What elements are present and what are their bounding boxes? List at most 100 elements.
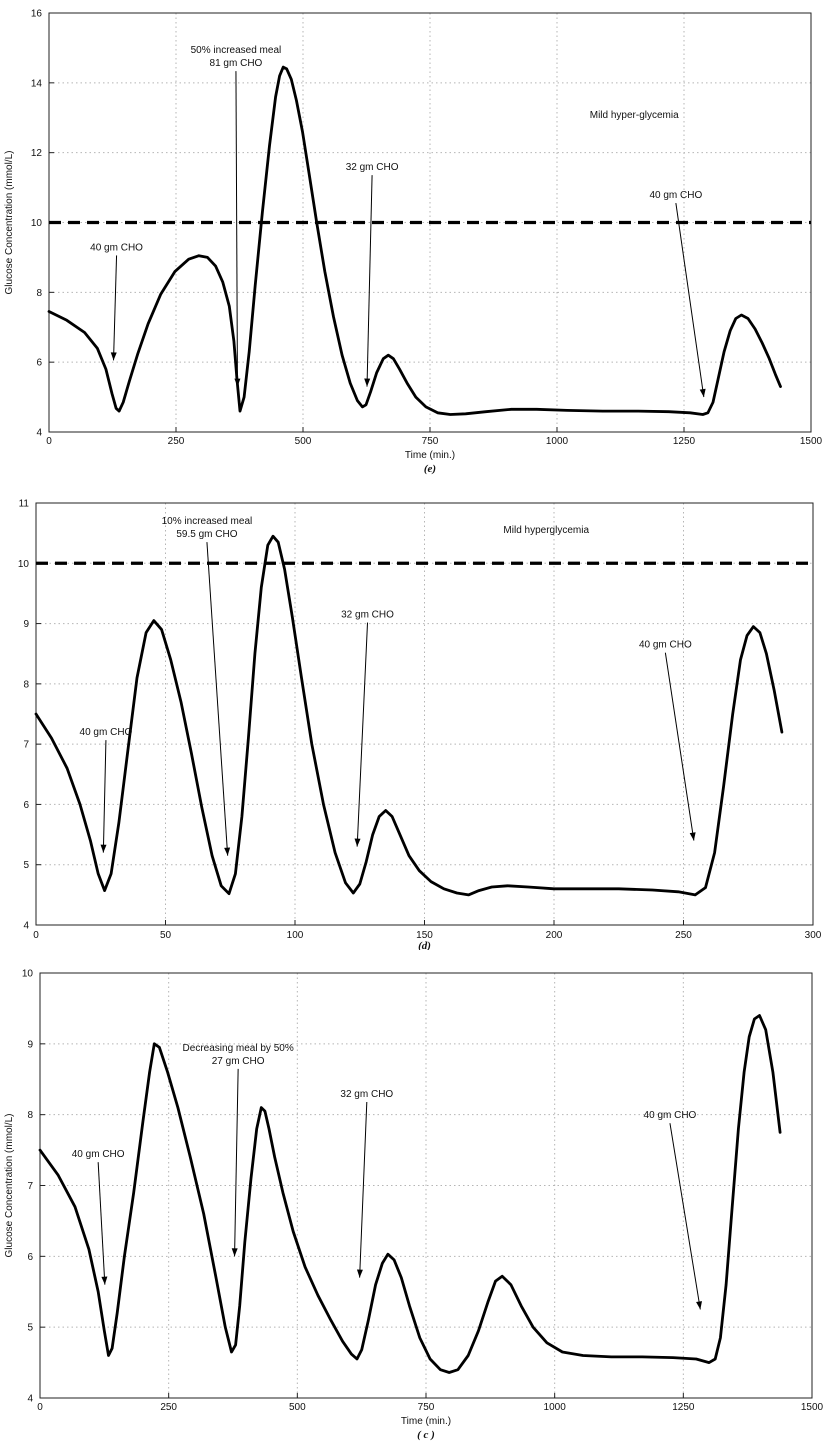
x-tick-label: 250 [160, 1402, 177, 1413]
y-tick-label: 6 [23, 800, 29, 811]
annotation-arrowhead [354, 838, 361, 847]
y-tick-label: 4 [36, 428, 42, 439]
annotation-arrow [664, 652, 695, 841]
y-tick-label: 9 [27, 1039, 33, 1050]
annotation-text: 40 gm CHO [72, 1149, 125, 1160]
annotation-arrow [102, 740, 107, 853]
annotation-text: 32 gm CHO [346, 162, 399, 173]
y-tick-label: 10 [31, 218, 43, 229]
x-tick-label: 1500 [801, 1402, 824, 1413]
x-tick-label: 750 [418, 1402, 435, 1413]
glucose-curve [38, 1014, 782, 1374]
annotation-text: 81 gm CHO [210, 58, 263, 69]
annotation-arrowhead [699, 388, 706, 398]
annotation-text: 10% increased meal [162, 516, 253, 527]
y-tick-label: 6 [27, 1252, 33, 1263]
x-axis-label: Time (min.) [401, 1416, 451, 1427]
glucose-curve [47, 65, 782, 416]
y-tick-label: 7 [23, 740, 29, 751]
subfigure-caption: (d) [418, 940, 431, 950]
annotation-arrowhead [101, 1276, 108, 1285]
annotation-text: Mild hyperglycemia [503, 525, 589, 536]
y-tick-label: 8 [27, 1110, 33, 1121]
x-tick-label: 0 [37, 1402, 43, 1413]
x-axis-label: Time (min.) [405, 450, 455, 461]
x-tick-label: 0 [33, 930, 39, 941]
x-tick-label: 150 [416, 930, 433, 941]
y-tick-label: 5 [27, 1323, 33, 1334]
annotation-arrowhead [234, 378, 241, 387]
annotation-arrow [97, 1162, 106, 1285]
y-tick-label: 11 [19, 499, 30, 510]
y-tick-label: 14 [31, 78, 43, 89]
annotation-arrowhead [356, 1269, 363, 1278]
glucose-chart-middle: 0 50 100 150 200 250 300 4 5 6 7 8 9 10 11 (d) 40 gm CHO… [0, 475, 836, 951]
annotation-arrowhead [100, 844, 107, 853]
annotation-arrowhead [231, 1248, 238, 1257]
x-tick-label: 1000 [544, 1402, 567, 1413]
y-tick-label: 12 [31, 148, 43, 159]
y-tick-label: 7 [27, 1181, 33, 1192]
annotation-arrowhead [364, 378, 371, 387]
annotation-text: 40 gm CHO [90, 242, 143, 253]
subfigure-caption: ( c ) [417, 1429, 435, 1441]
annotation-arrowhead [689, 832, 696, 841]
annotation-text: 40 gm CHO [80, 727, 133, 738]
annotation-arrow [234, 1068, 239, 1257]
y-axis-label: Glucose Concentration (mmol/L) [4, 1114, 15, 1258]
annotation-arrow [235, 71, 238, 387]
annotation-text: Decreasing meal by 50% [183, 1043, 294, 1054]
x-tick-label: 500 [289, 1402, 306, 1413]
annotation-arrow [366, 175, 373, 387]
glucose-chart-middle-svg: 0 50 100 150 200 250 300 4 5 6 7 8 9 10 11 (d) 40 gm CHO… [18, 499, 822, 951]
y-tick-label: 8 [23, 679, 29, 690]
glucose-curve [34, 534, 784, 897]
annotation-arrow [356, 622, 369, 847]
annotation-text: 40 gm CHO [644, 1110, 697, 1121]
annotation-text: 27 gm CHO [212, 1056, 265, 1067]
x-tick-label: 250 [675, 930, 692, 941]
y-tick-label: 10 [18, 559, 30, 570]
annotation-text: 40 gm CHO [649, 190, 702, 201]
annotation-text: 50% increased meal [191, 45, 282, 56]
annotation-arrow [675, 202, 705, 398]
x-tick-label: 0 [46, 436, 52, 447]
annotation-arrowhead [110, 352, 117, 361]
x-tick-label: 1500 [800, 436, 823, 447]
y-tick-label: 16 [31, 9, 43, 20]
y-tick-label: 4 [23, 921, 29, 932]
x-tick-label: 50 [160, 930, 172, 941]
annotation-text: 32 gm CHO [340, 1089, 393, 1100]
annotation-text: 32 gm CHO [341, 610, 394, 621]
y-axis-label: Glucose Concentration (mmol/L) [4, 151, 15, 295]
annotation-arrow [669, 1123, 701, 1310]
x-tick-label: 1250 [672, 1402, 695, 1413]
glucose-chart-bottom: 0 250 500 750 1000 1250 1500 4 5 6 7 8 9 10 Glucose Co… [0, 950, 836, 1447]
x-tick-label: 250 [168, 436, 185, 447]
glucose-chart-top: 0 250 500 750 1000 1250 1500 4 6 8 10 12 14 16 Glucose… [0, 0, 836, 476]
y-tick-label: 5 [23, 860, 29, 871]
x-tick-label: 200 [546, 930, 563, 941]
annotation-text: 59.5 gm CHO [176, 529, 237, 540]
annotation-arrowhead [696, 1301, 702, 1310]
annotation-arrow [206, 542, 229, 856]
y-tick-label: 9 [23, 619, 29, 630]
annotation-text: 40 gm CHO [639, 640, 692, 651]
subfigure-caption: (e) [424, 463, 436, 475]
x-tick-label: 1000 [546, 436, 569, 447]
glucose-chart-top-svg: 0 250 500 750 1000 1250 1500 4 6 8 10 12 14 16 Glucose… [4, 9, 823, 476]
x-tick-label: 500 [295, 436, 312, 447]
x-tick-label: 300 [805, 930, 822, 941]
y-tick-label: 10 [22, 969, 34, 980]
x-tick-label: 750 [422, 436, 439, 447]
x-tick-label: 1250 [673, 436, 696, 447]
y-tick-label: 8 [36, 288, 42, 299]
annotation-arrow [113, 255, 118, 361]
x-tick-label: 100 [287, 930, 304, 941]
annotation-text: Mild hyper-glycemia [590, 110, 679, 121]
glucose-chart-bottom-svg: 0 250 500 750 1000 1250 1500 4 5 6 7 8 9 10 Glucose Co… [4, 969, 824, 1442]
annotation-arrow [359, 1101, 368, 1278]
y-tick-label: 4 [27, 1394, 33, 1405]
annotation-arrowhead [224, 847, 231, 856]
